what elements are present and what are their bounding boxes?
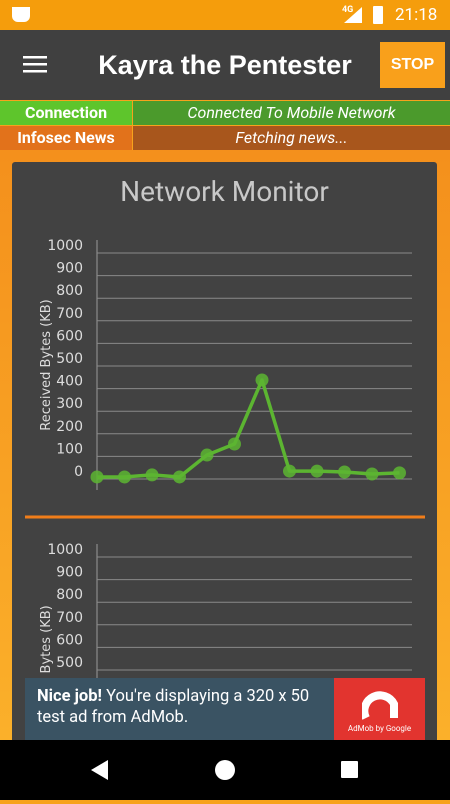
y-tick-label: 1000 <box>47 238 83 254</box>
data-point <box>200 448 214 462</box>
row-label: Connection <box>0 101 132 125</box>
network-label: 4G <box>342 5 354 15</box>
battery-icon <box>373 6 383 24</box>
y-tick-label: 900 <box>56 565 83 581</box>
ad-body: You're displaying a 320 x 50 test ad fro… <box>37 687 310 727</box>
y-tick-label: 800 <box>56 587 83 603</box>
data-point <box>173 470 186 484</box>
data-line <box>97 378 400 479</box>
clock: 21:18 <box>395 5 438 25</box>
y-tick-label: 600 <box>56 328 83 344</box>
y-tick-label: 500 <box>56 655 83 671</box>
y-tick-label: 300 <box>56 396 83 412</box>
home-button[interactable] <box>215 760 235 780</box>
notification-icon <box>12 7 30 22</box>
row-value: Fetching news... <box>133 126 450 150</box>
signal-icon <box>344 7 362 23</box>
recents-button[interactable] <box>341 761 358 778</box>
news-row: Infosec News Fetching news... <box>0 126 450 150</box>
status-bar: 4G 21:18 <box>0 0 450 30</box>
y-tick-label: 0 <box>74 464 83 480</box>
app-bar: Kayra the Pentester STOP <box>0 30 450 100</box>
ad-headline: Nice job! <box>37 687 102 706</box>
admob-icon <box>362 691 398 720</box>
charts: 0 100 200 300 400 500 600 700 800 900 1000 Received… <box>25 238 425 740</box>
connection-row: Connection Connected To Mobile Network <box>0 101 450 125</box>
y-tick-label: 800 <box>56 283 83 299</box>
monitor-card <box>12 162 437 762</box>
data-point <box>255 373 269 387</box>
y-tick-label: 200 <box>56 419 83 435</box>
data-point <box>228 437 241 451</box>
y-axis-label: Received Bytes (KB) <box>39 299 54 430</box>
data-point <box>310 464 324 478</box>
row-label: Infosec News <box>0 126 132 150</box>
stop-button[interactable]: STOP <box>380 42 445 88</box>
data-point <box>90 470 104 484</box>
ad-text: Nice job! You're displaying a 320 x 50 t… <box>37 686 337 728</box>
data-point <box>118 470 131 484</box>
y-tick-label: 700 <box>56 306 83 322</box>
y-tick-label: 900 <box>56 261 83 277</box>
data-point <box>393 466 406 480</box>
row-value: Connected To Mobile Network <box>133 101 450 125</box>
y-tick-label: 100 <box>56 441 83 457</box>
app-title: Kayra the Pentester <box>98 50 352 80</box>
y-tick-label: 700 <box>56 610 83 626</box>
y-tick-label: 600 <box>56 632 83 648</box>
data-point <box>145 468 159 482</box>
y-tick-label: 1000 <box>47 542 83 558</box>
panel-title: Network Monitor <box>120 175 329 208</box>
ad-banner[interactable]: Nice job! You're displaying a 320 x 50 t… <box>25 678 425 740</box>
ad-brand: AdMob by Google <box>347 724 412 733</box>
y-tick-label: 500 <box>56 351 83 367</box>
nav-buttons <box>91 760 358 780</box>
nav-bar <box>0 740 450 800</box>
data-point <box>283 464 296 478</box>
menu-button[interactable] <box>23 54 47 74</box>
data-point <box>338 465 351 479</box>
data-point <box>365 467 379 481</box>
back-button[interactable] <box>91 760 108 780</box>
ad-logo: AdMob by Google <box>334 678 425 740</box>
y-tick-label: 400 <box>56 374 83 390</box>
